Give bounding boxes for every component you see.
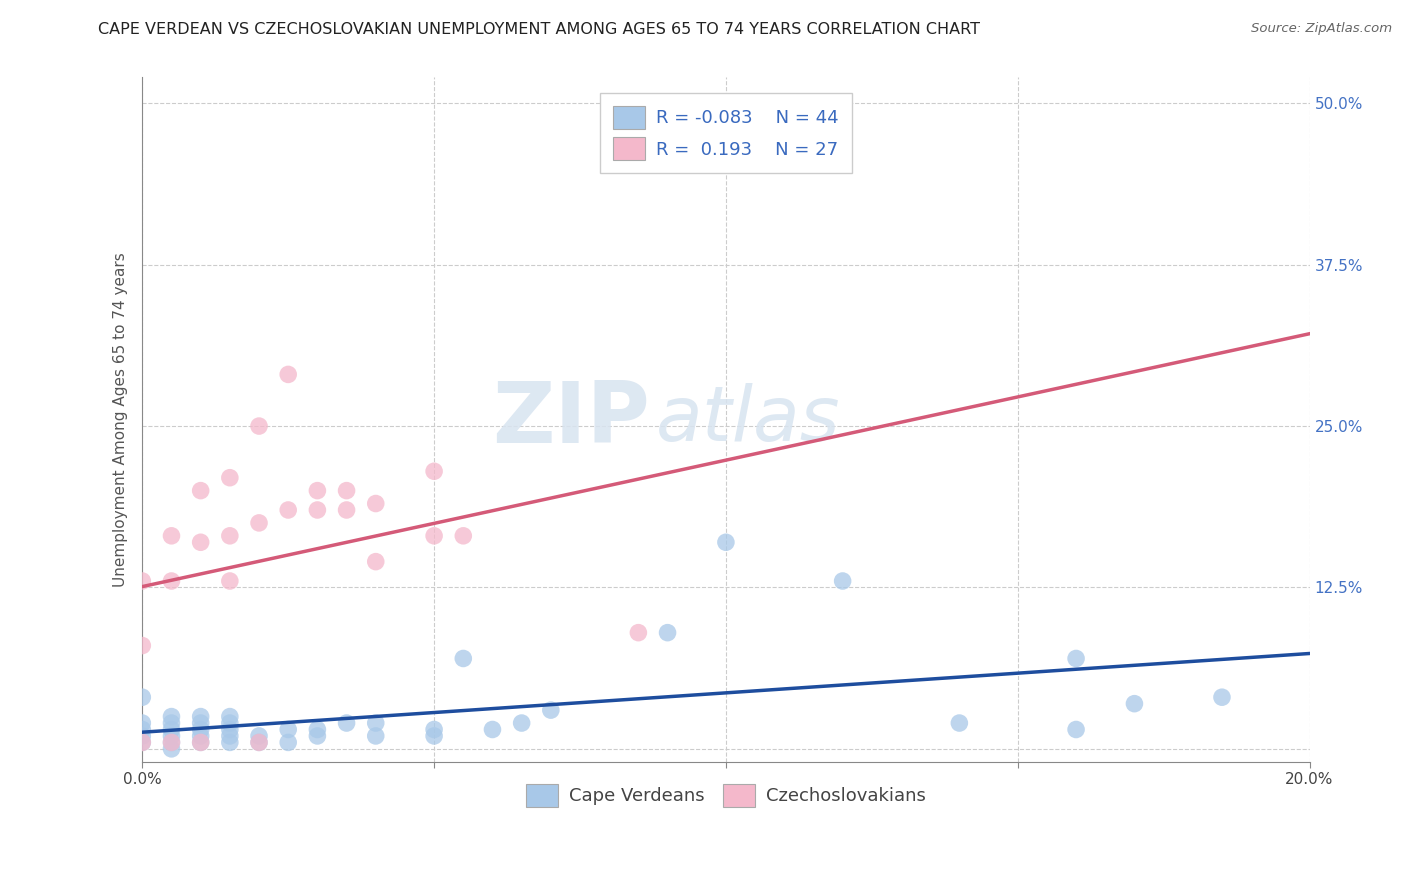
Point [131,723,153,737]
Point [218,723,240,737]
Point [540,703,562,717]
Point [1064,723,1087,737]
Point [131,729,153,743]
Point [131,639,153,653]
Point [218,735,240,749]
Point [190,735,212,749]
Point [277,723,299,737]
Point [627,625,650,640]
Point [364,716,387,731]
Point [190,483,212,498]
Point [160,742,183,756]
Point [160,729,183,743]
Point [364,555,387,569]
Y-axis label: Unemployment Among Ages 65 to 74 years: Unemployment Among Ages 65 to 74 years [114,252,128,587]
Point [131,574,153,588]
Text: atlas: atlas [655,383,841,457]
Point [364,729,387,743]
Point [247,729,270,743]
Text: CAPE VERDEAN VS CZECHOSLOVAKIAN UNEMPLOYMENT AMONG AGES 65 TO 74 YEARS CORRELATI: CAPE VERDEAN VS CZECHOSLOVAKIAN UNEMPLOY… [98,22,980,37]
Point [190,735,212,749]
Point [160,723,183,737]
Point [218,709,240,723]
Point [657,625,679,640]
Point [160,716,183,731]
Point [160,574,183,588]
Point [714,535,737,549]
Point [131,735,153,749]
Point [218,574,240,588]
Point [453,529,475,543]
Point [510,716,533,731]
Point [218,729,240,743]
Point [190,709,212,723]
Point [277,503,299,517]
Point [364,496,387,510]
Point [453,651,475,665]
Point [247,735,270,749]
Point [948,716,970,731]
Point [307,729,329,743]
Point [160,709,183,723]
Point [218,529,240,543]
Point [1123,697,1146,711]
Point [131,716,153,731]
Point [247,516,270,530]
Point [423,464,446,478]
Point [307,723,329,737]
Point [160,529,183,543]
Point [423,723,446,737]
Point [277,735,299,749]
Point [218,471,240,485]
Point [481,723,503,737]
Point [190,716,212,731]
Point [247,419,270,434]
Point [160,735,183,749]
Point [1064,651,1087,665]
Point [831,574,853,588]
Text: ZIP: ZIP [492,378,650,461]
Point [335,716,357,731]
Point [190,729,212,743]
Point [335,483,357,498]
Point [423,529,446,543]
Point [277,368,299,382]
Point [247,735,270,749]
Point [1211,690,1233,705]
Point [423,729,446,743]
Point [160,735,183,749]
Point [131,735,153,749]
Text: Source: ZipAtlas.com: Source: ZipAtlas.com [1251,22,1392,36]
Point [190,535,212,549]
Point [335,503,357,517]
Point [307,503,329,517]
Point [131,690,153,705]
Point [218,716,240,731]
Legend: Cape Verdeans, Czechoslovakians: Cape Verdeans, Czechoslovakians [519,777,934,814]
Point [307,483,329,498]
Point [190,723,212,737]
